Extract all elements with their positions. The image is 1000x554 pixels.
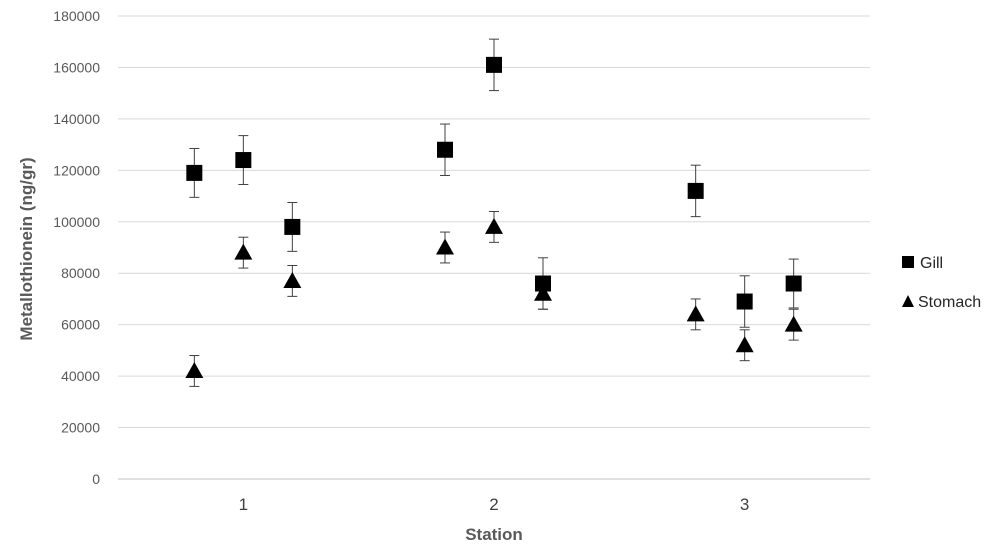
gill-point (736, 293, 753, 310)
gill-point (687, 182, 704, 199)
y-tick-label: 20000 (61, 420, 100, 436)
y-tick-label: 160000 (53, 59, 100, 75)
y-tick-label: 40000 (61, 368, 100, 384)
y-tick-label: 100000 (53, 214, 100, 230)
x-tick-label: 1 (239, 495, 248, 514)
gill-point (437, 141, 453, 158)
y-tick-labels: 0 20000 40000 60000 80000 100000 120000 140000 1… (53, 8, 100, 487)
gill-point (284, 218, 301, 235)
x-axis-title: Station (465, 525, 523, 544)
data-markers (185, 56, 803, 378)
stomach-point (735, 336, 754, 353)
stomach-point (436, 238, 454, 255)
stomach-point (185, 361, 204, 378)
gill-point (235, 152, 252, 169)
y-tick-label: 0 (92, 471, 100, 487)
legend-stomach-label: Stomach (918, 294, 981, 311)
y-tick-label: 180000 (53, 8, 100, 24)
y-axis-title: Metallothionein (ng/gr) (17, 157, 36, 340)
y-tick-label: 120000 (53, 162, 100, 178)
gill-point (535, 275, 551, 292)
gill-point (186, 164, 203, 181)
legend: Gill Stomach (902, 255, 981, 311)
stomach-point (534, 284, 552, 301)
stomach-point (686, 305, 705, 322)
legend-gill-label: Gill (920, 255, 943, 272)
y-tick-label: 60000 (61, 317, 100, 333)
error-bars (189, 38, 799, 387)
y-tick-label: 80000 (61, 265, 100, 281)
x-tick-labels: 1 2 3 (239, 495, 750, 514)
stomach-point (234, 243, 253, 260)
gill-point (785, 275, 802, 292)
stomach-point (784, 315, 803, 332)
legend-gill-marker (902, 256, 914, 268)
gill-point (486, 56, 502, 73)
stomach-point (283, 271, 302, 288)
legend-stomach-marker (902, 295, 914, 307)
x-tick-label: 2 (489, 495, 498, 514)
x-tick-label: 3 (740, 495, 749, 514)
stomach-point (485, 217, 503, 234)
y-tick-label: 140000 (53, 111, 100, 127)
